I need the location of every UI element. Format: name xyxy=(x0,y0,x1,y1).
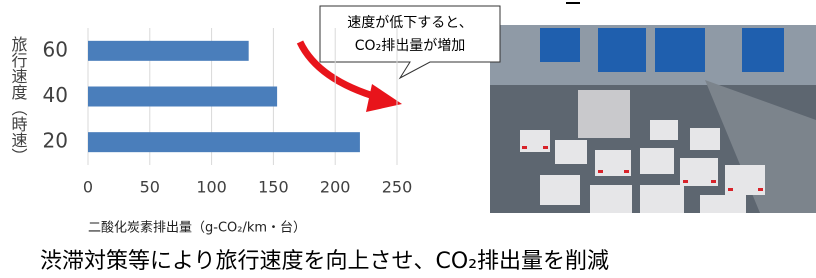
callout-line: 速度が低下すると、 xyxy=(347,15,472,31)
x-tick-label: 50 xyxy=(140,178,160,197)
slide: 速度が低下すると、 CO₂排出量が増加 旅行速度（時速） 二酸化炭素排出量（g-… xyxy=(0,0,816,278)
bar xyxy=(88,132,360,152)
y-tick-label: 40 xyxy=(43,83,68,107)
x-tick-label: 200 xyxy=(320,178,351,197)
x-tick-label: 100 xyxy=(196,178,227,197)
x-tick-label: 150 xyxy=(258,178,289,197)
page: 速度が低下すると、 CO₂排出量が増加 旅行速度（時速） 二酸化炭素排出量（g-… xyxy=(0,0,816,278)
y-axis-label: 旅行速度（時速） xyxy=(9,36,28,164)
bar xyxy=(88,87,277,107)
traffic-photo xyxy=(490,25,816,213)
y-tick-label: 20 xyxy=(43,129,68,153)
x-axis-label: 二酸化炭素排出量（g-CO₂/km・台） xyxy=(88,221,306,236)
caption: 渋滞対策等により旅行速度を向上させ、CO₂排出量を削減 xyxy=(40,249,609,274)
bar xyxy=(88,41,249,61)
x-tick-label: 250 xyxy=(382,178,413,197)
callout-line: CO₂排出量が増加 xyxy=(355,38,465,54)
y-tick-label: 60 xyxy=(43,37,68,61)
x-tick-label: 0 xyxy=(83,178,93,197)
